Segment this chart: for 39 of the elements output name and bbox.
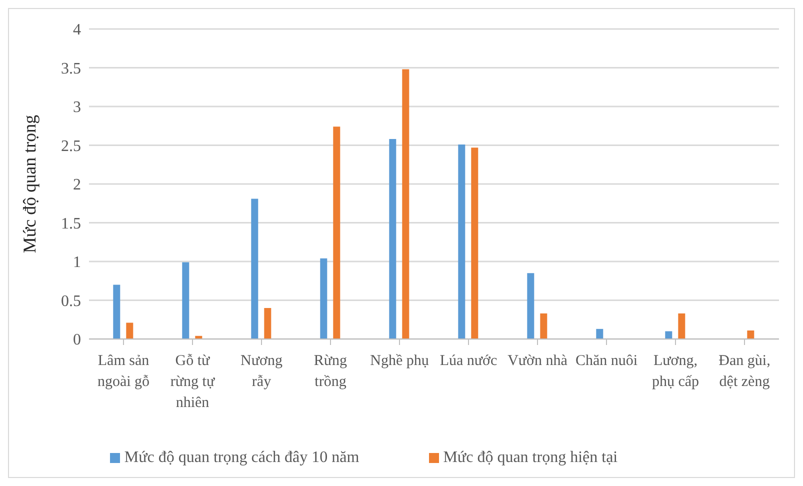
legend-label: Mức độ quan trọng hiện tại bbox=[443, 449, 618, 466]
legend-label: Mức độ quan trọng cách đây 10 năm bbox=[124, 449, 360, 466]
y-tick-label: 4 bbox=[73, 22, 81, 39]
bar bbox=[540, 313, 548, 339]
y-tick-label: 0.5 bbox=[61, 292, 81, 310]
bar bbox=[458, 144, 466, 339]
x-tick-label: Gỗ từ rừng tự nhiên bbox=[169, 352, 216, 413]
bar bbox=[596, 328, 604, 339]
bar bbox=[527, 273, 534, 339]
bar bbox=[182, 262, 190, 339]
bar bbox=[320, 258, 328, 339]
bar bbox=[251, 198, 258, 339]
bar bbox=[333, 126, 340, 339]
bar bbox=[264, 308, 272, 339]
y-tick-label: 3.5 bbox=[61, 60, 81, 78]
y-tick-label: 2.5 bbox=[61, 138, 81, 155]
x-tick-label: Lúa nước bbox=[438, 352, 498, 371]
y-tick-label: 2 bbox=[73, 176, 81, 194]
x-tick-label: Rừng trồng bbox=[312, 352, 348, 392]
bar bbox=[126, 322, 134, 339]
bar bbox=[678, 313, 686, 339]
x-tick-label: Lâm sản ngoài gỗ bbox=[96, 352, 151, 392]
x-tick-label: Lương, phụ cấp bbox=[650, 352, 700, 392]
y-tick-label: 1.5 bbox=[61, 215, 81, 232]
bar bbox=[665, 331, 672, 339]
x-tick-label: Nương rẫy bbox=[240, 352, 284, 392]
y-tick-label: 0 bbox=[73, 332, 81, 349]
bar bbox=[113, 284, 120, 339]
y-axis-title: Mức độ quan trọng bbox=[19, 114, 40, 254]
bar bbox=[402, 69, 410, 339]
bar bbox=[471, 148, 478, 339]
y-tick-label: 1 bbox=[73, 254, 81, 272]
x-tick-label: Đan gùi, dệt zèng bbox=[718, 352, 772, 392]
x-tick-label: Vườn nhà bbox=[506, 352, 568, 371]
x-tick-label: Nghề phụ bbox=[369, 352, 430, 371]
bar bbox=[389, 139, 396, 339]
x-tick-label: Chăn nuôi bbox=[574, 352, 638, 371]
y-tick-label: 3 bbox=[73, 99, 81, 116]
bar bbox=[747, 330, 754, 339]
